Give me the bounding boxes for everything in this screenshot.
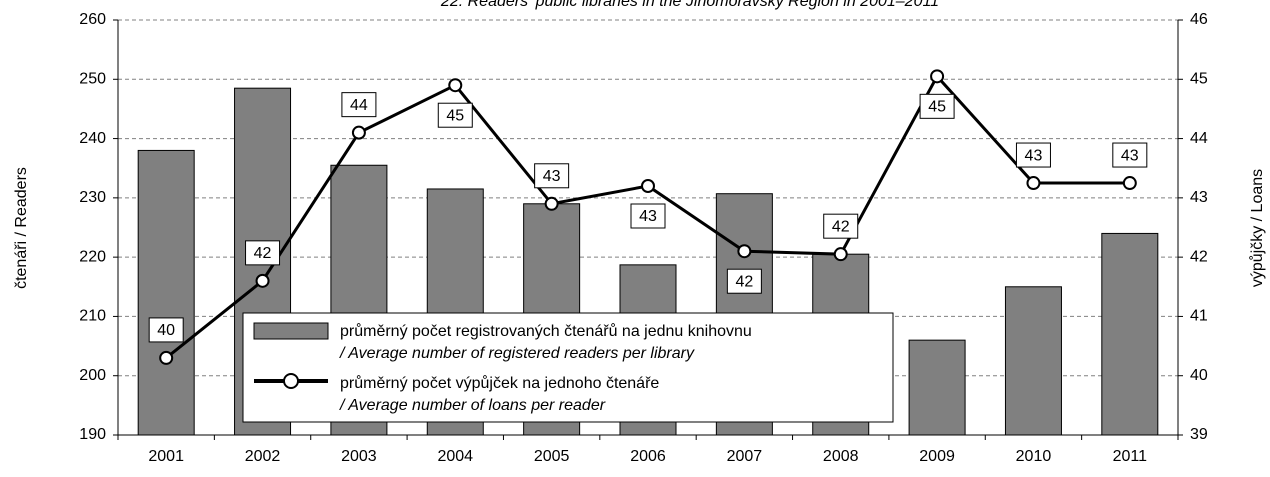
- x-tick-label: 2007: [727, 448, 763, 465]
- data-label: 43: [639, 208, 657, 225]
- y2-tick-label: 42: [1190, 248, 1208, 265]
- data-label: 43: [1025, 147, 1043, 164]
- legend-label-en: / Average number of loans per reader: [339, 397, 606, 414]
- line-marker: [1026, 176, 1041, 191]
- y-tick-label: 220: [79, 248, 106, 265]
- data-label: 43: [543, 168, 561, 185]
- y2-tick-label: 46: [1190, 11, 1208, 28]
- legend-swatch-bar: [253, 322, 329, 340]
- legend-swatch-marker: [283, 373, 299, 389]
- y-axis-title: čtenáři / Readers: [13, 167, 30, 289]
- y-tick-label: 190: [79, 426, 106, 443]
- y-tick-label: 260: [79, 11, 106, 28]
- line-marker: [255, 273, 270, 288]
- y2-tick-label: 39: [1190, 426, 1208, 443]
- legend-label-en: / Average number of registered readers p…: [339, 345, 695, 362]
- bar: [1004, 286, 1062, 436]
- bar: [137, 149, 195, 436]
- data-label-box: [630, 203, 666, 229]
- legend: průměrný počet registrovaných čtenářů na…: [242, 312, 894, 423]
- x-tick-label: 2003: [341, 448, 377, 465]
- x-tick-label: 2008: [823, 448, 859, 465]
- x-tick-label: 2010: [1016, 448, 1052, 465]
- y2-tick-label: 43: [1190, 189, 1208, 206]
- legend-label-cz: průměrný počet výpůjček na jednoho čtená…: [340, 374, 659, 392]
- y2-axis-title: výpůjčky / Loans: [1248, 169, 1266, 287]
- data-label-box: [1112, 142, 1148, 168]
- data-label-box: [726, 268, 762, 294]
- data-label-box: [245, 240, 281, 266]
- x-tick-label: 2004: [437, 448, 473, 465]
- x-tick-label: 2009: [919, 448, 955, 465]
- line-marker: [930, 69, 945, 84]
- line-marker: [159, 350, 174, 365]
- y-tick-label: 210: [79, 308, 106, 325]
- chart-title: 22. Readers' public libraries in the Jih…: [440, 0, 939, 10]
- data-label: 45: [446, 107, 464, 124]
- line-marker: [737, 244, 752, 259]
- y2-tick-label: 40: [1190, 367, 1208, 384]
- data-label: 42: [735, 273, 753, 290]
- x-tick-label: 2005: [534, 448, 570, 465]
- line-marker: [448, 78, 463, 93]
- y2-tick-label: 41: [1190, 308, 1208, 325]
- data-label: 42: [254, 245, 272, 262]
- x-tick-label: 2011: [1113, 448, 1148, 465]
- y-tick-label: 200: [79, 367, 106, 384]
- line-marker: [1122, 176, 1137, 191]
- line-marker: [641, 179, 655, 193]
- data-label-box: [437, 102, 473, 128]
- data-label: 44: [350, 97, 368, 114]
- data-label-box: [534, 163, 570, 189]
- data-label-box: [823, 213, 859, 239]
- x-tick-label: 2002: [245, 448, 281, 465]
- line-marker: [544, 196, 559, 211]
- data-label: 40: [157, 322, 175, 339]
- y2-tick-label: 44: [1190, 130, 1208, 147]
- y-tick-label: 240: [79, 130, 106, 147]
- data-label-box: [919, 93, 955, 119]
- y2-tick-label: 45: [1190, 71, 1208, 88]
- bar: [908, 339, 966, 436]
- legend-box: [242, 312, 894, 423]
- y-tick-label: 230: [79, 189, 106, 206]
- data-label-box: [341, 92, 377, 118]
- data-label: 45: [928, 99, 946, 116]
- data-label: 43: [1121, 147, 1139, 164]
- y-tick-label: 250: [79, 71, 106, 88]
- bar: [1101, 232, 1159, 436]
- x-tick-label: 2006: [630, 448, 666, 465]
- line-marker: [351, 125, 366, 140]
- line-marker: [833, 247, 848, 262]
- x-tick-label: 2001: [148, 448, 184, 465]
- data-label-box: [148, 317, 184, 343]
- legend-label-cz: průměrný počet registrovaných čtenářů na…: [340, 322, 752, 340]
- data-label: 42: [832, 218, 850, 235]
- data-label-box: [1015, 142, 1051, 168]
- legend-label: průměrný počet registrovaných čtenářů na…: [339, 322, 752, 362]
- legend-label: průměrný počet výpůjček na jednoho čtená…: [339, 374, 659, 414]
